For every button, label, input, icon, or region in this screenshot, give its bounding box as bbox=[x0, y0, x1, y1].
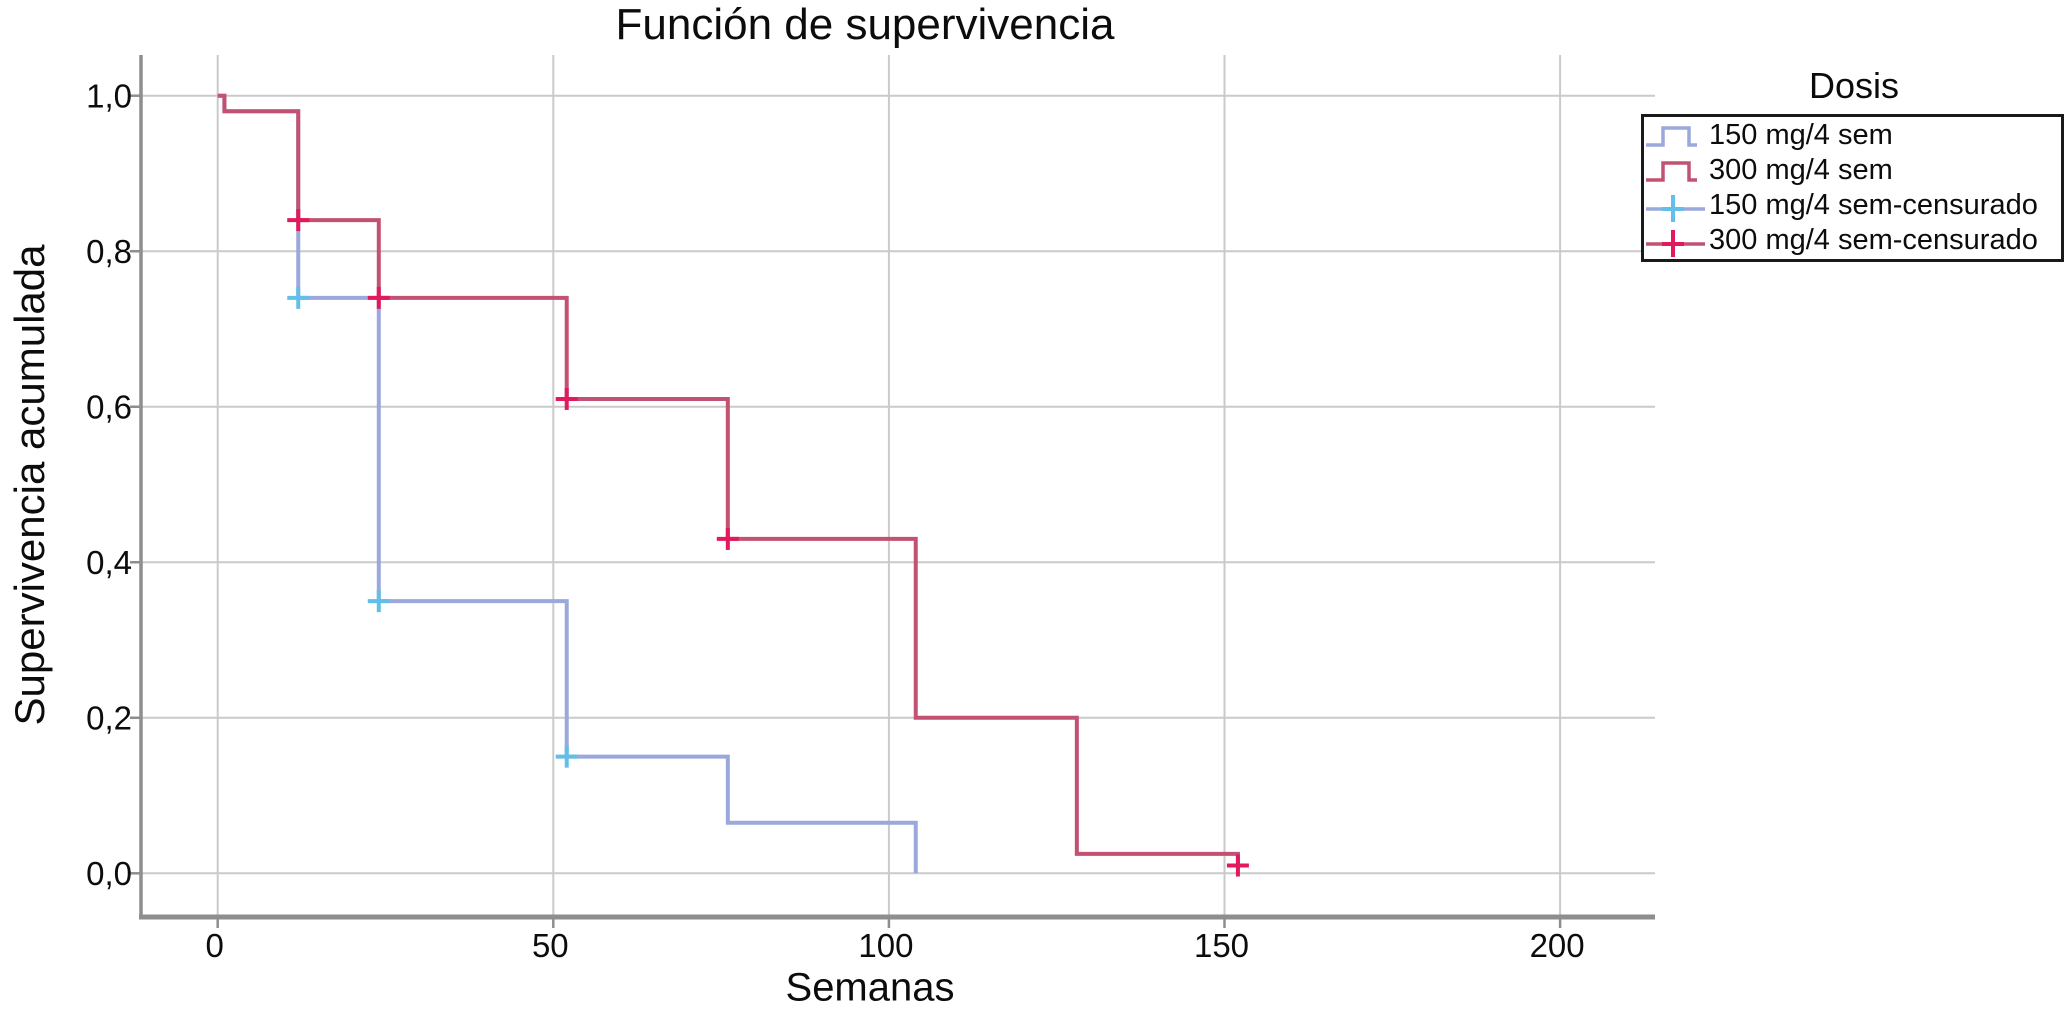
legend-item: 150 mg/4 sem bbox=[1645, 118, 2061, 153]
legend-key-step-icon bbox=[1646, 160, 1697, 182]
y-tick-label: 0,0 bbox=[86, 855, 132, 892]
legend-title: Dosis bbox=[1808, 65, 1900, 106]
legend-item-label: 300 mg/4 sem bbox=[1709, 154, 1893, 186]
y-tick-label: 0,4 bbox=[86, 544, 132, 581]
x-tick-label: 100 bbox=[858, 927, 913, 964]
x-tick-label: 150 bbox=[1194, 927, 1249, 964]
legend-key-step-icon bbox=[1646, 125, 1697, 147]
legend: 150 mg/4 sem 300 mg/4 sem 150 mg/4 sem-cen… bbox=[1641, 114, 2064, 262]
legend-item: 300 mg/4 sem bbox=[1645, 153, 2061, 188]
y-tick-label: 0,2 bbox=[86, 700, 132, 737]
legend-item-label: 150 mg/4 sem bbox=[1709, 119, 1893, 151]
y-tick-label: 1,0 bbox=[86, 78, 132, 115]
x-tick-label: 50 bbox=[532, 927, 569, 964]
y-tick-label: 0,8 bbox=[86, 233, 132, 270]
legend-key-censor-icon bbox=[1646, 194, 1705, 222]
series-curve-300-mg-4-sem bbox=[217, 93, 1240, 870]
x-tick-label: 0 bbox=[206, 927, 224, 964]
x-tick-label: 200 bbox=[1530, 927, 1585, 964]
legend-item-label: 150 mg/4 sem-censurado bbox=[1709, 189, 2038, 221]
chart-title: Función de supervivencia bbox=[615, 0, 1115, 49]
legend-key-censor-icon bbox=[1646, 229, 1705, 257]
legend-item-label: 300 mg/4 sem-censurado bbox=[1709, 224, 2038, 256]
legend-item: 300 mg/4 sem-censurado bbox=[1645, 223, 2061, 258]
x-axis-title: Semanas bbox=[785, 965, 955, 1010]
y-tick-label: 0,6 bbox=[86, 389, 132, 426]
legend-item: 150 mg/4 sem-censurado bbox=[1645, 188, 2061, 223]
